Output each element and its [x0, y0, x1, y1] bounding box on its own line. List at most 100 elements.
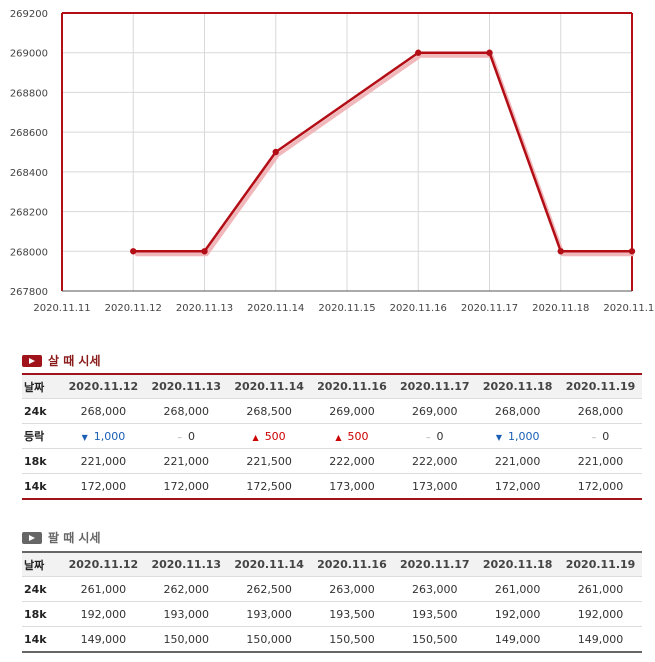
play-icon [22, 354, 42, 367]
date-column-header: 2020.11.12 [62, 552, 145, 577]
price-cell: 269,000 [310, 398, 394, 424]
change-cell: ▼ 1,000 [476, 423, 560, 449]
table-row: 14k 149,000 150,000 150,000 150,500 150,500 14… [22, 627, 642, 653]
table-row: 24k 261,000 262,000 262,500 263,000 263,000 26… [22, 576, 642, 602]
price-cell: 261,000 [62, 576, 145, 602]
row-label: 24k [22, 398, 62, 424]
price-cell: 172,500 [246, 479, 292, 493]
row-label: 24k [22, 576, 62, 602]
price-cell: 261,000 [559, 576, 642, 602]
date-column-header: 2020.11.17 [393, 552, 477, 577]
price-cell: 221,000 [144, 448, 228, 474]
date-column-header: 2020.11.17 [393, 374, 477, 399]
price-cell: 150,500 [412, 632, 458, 646]
row-label: 18k [22, 601, 62, 627]
price-cell: 269,000 [393, 398, 477, 424]
change-value: 0 [188, 429, 196, 443]
y-tick-label: 269200 [10, 9, 48, 20]
data-point [272, 148, 279, 156]
table-row: 24k 268,000 268,000 268,500 269,000 269,000 26… [22, 398, 642, 424]
row-label: 14k [24, 479, 47, 493]
price-cell: 263,000 [393, 576, 477, 602]
price-cell: 221,500 [227, 448, 311, 474]
price-cell: 173,000 [329, 479, 375, 493]
price-cell: 268,000 [559, 398, 642, 424]
triangle-up-icon: ▲ [335, 432, 342, 442]
x-axis: 2020.11.11 2020.11.12 2020.11.13 2020.11.14… [33, 303, 655, 314]
date-column-header: 2020.11.18 [476, 374, 560, 399]
price-cell: 149,000 [577, 632, 624, 646]
table-row: 18k 221,000 221,000 221,500 222,000 222,000 22… [22, 448, 642, 474]
price-cell: 262,500 [227, 576, 311, 602]
date-column-header: 2020.11.19 [559, 374, 642, 399]
y-tick-label: 269000 [10, 49, 48, 60]
date-column-header: 2020.11.14 [227, 374, 311, 399]
price-cell: 150,000 [163, 632, 210, 646]
price-cell: 172,000 [494, 479, 541, 493]
change-cell: –0 [393, 423, 477, 449]
dash-icon: – [426, 432, 431, 443]
change-value: 500 [347, 429, 369, 443]
y-tick-label: 268800 [10, 88, 48, 99]
data-point [130, 248, 137, 255]
price-cell: 192,000 [559, 601, 642, 627]
dash-icon: – [591, 432, 597, 443]
row-label: 18k [22, 448, 62, 474]
y-tick-label: 268000 [10, 247, 48, 258]
x-tick-label: 2020.11.15 [318, 303, 375, 314]
buy-price-section-title: 살 때 시세 [22, 352, 101, 369]
buy-price-table: 날짜 2020.11.12 2020.11.13 2020.11.14 2020.11.… [22, 373, 642, 500]
table-row: 14k 172,000 172,000 172,500 173,000 173,000 17… [22, 474, 642, 500]
date-column-header: 2020.11.13 [144, 552, 228, 577]
price-cell: 262,000 [144, 576, 228, 602]
dash-icon: – [177, 432, 183, 443]
price-cell: 193,500 [310, 601, 394, 627]
price-cell: 150,000 [246, 632, 292, 646]
change-value: 0 [436, 429, 444, 443]
price-cell: 173,000 [412, 479, 458, 493]
y-tick-label: 268200 [10, 208, 48, 219]
price-cell: 263,000 [310, 576, 394, 602]
data-point [486, 49, 493, 56]
chart-grid [61, 12, 633, 292]
date-column-header: 2020.11.19 [559, 552, 642, 577]
date-column-header: 2020.11.12 [62, 374, 145, 399]
price-cell: 193,000 [144, 601, 228, 627]
change-value: 1,000 [93, 429, 126, 443]
row-label: 등락 [22, 423, 62, 449]
price-cell: 268,000 [62, 398, 145, 424]
triangle-up-icon: ▲ [252, 432, 259, 442]
price-cell: 261,000 [476, 576, 560, 602]
price-cell: 192,000 [476, 601, 560, 627]
y-tick-label: 268600 [10, 128, 48, 139]
y-axis: 267800 268000 268200 268400 268600 268800 2690… [10, 9, 48, 298]
date-column-header: 2020.11.14 [227, 552, 311, 577]
price-cell: 172,000 [163, 479, 210, 493]
change-value: 0 [602, 429, 610, 443]
date-column-header: 2020.11.18 [476, 552, 560, 577]
change-cell: ▲ 500 [310, 423, 394, 449]
x-tick-label: 2020.11.18 [532, 303, 589, 314]
price-cell: 268,000 [476, 398, 560, 424]
x-tick-label: 2020.11.19 [603, 303, 655, 314]
sell-price-section-title: 팔 때 시세 [22, 529, 101, 546]
x-tick-label: 2020.11.17 [461, 303, 518, 314]
buy-price-title-text: 살 때 시세 [48, 354, 101, 368]
price-cell: 150,500 [329, 632, 375, 646]
sell-price-table: 날짜 2020.11.12 2020.11.13 2020.11.14 2020.11.… [22, 551, 642, 653]
price-cell: 221,000 [476, 448, 560, 474]
data-point [557, 248, 564, 255]
date-header-label: 날짜 [22, 552, 62, 577]
price-line-chart: 267800 268000 268200 268400 268600 268800 2690… [10, 9, 655, 314]
x-tick-label: 2020.11.13 [176, 303, 233, 314]
price-cell: 221,000 [62, 448, 145, 474]
change-cell: –0 [144, 423, 228, 449]
x-tick-label: 2020.11.14 [247, 303, 304, 314]
row-label: 14k [24, 632, 47, 646]
price-cell: 193,000 [227, 601, 311, 627]
price-series [130, 49, 636, 257]
change-value: 1,000 [507, 429, 540, 443]
series-line-shadow [135, 53, 634, 257]
price-cell: 221,000 [559, 448, 642, 474]
x-tick-label: 2020.11.16 [390, 303, 447, 314]
